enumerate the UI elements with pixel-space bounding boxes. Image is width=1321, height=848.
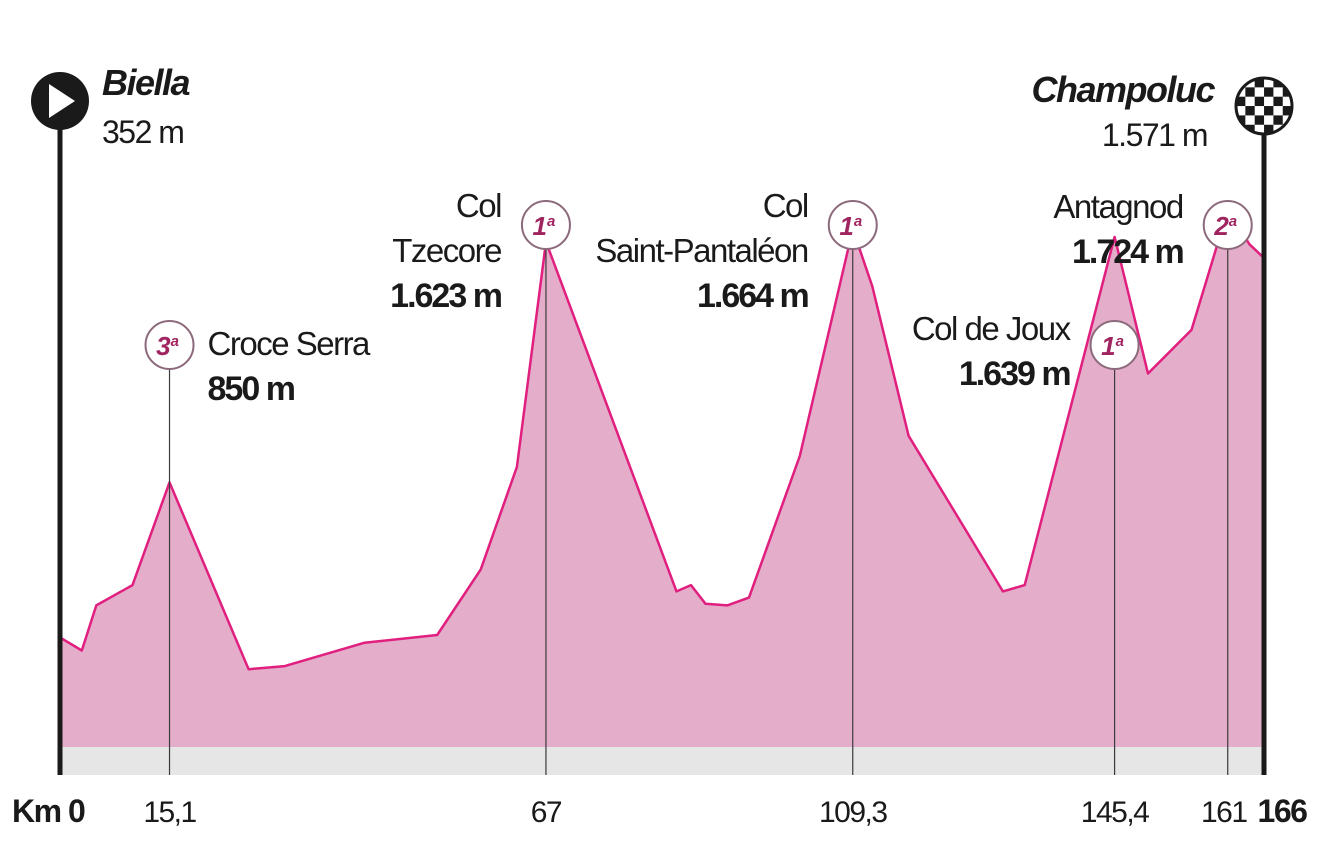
climb-name: Col (763, 187, 808, 224)
climb-name: Col (456, 187, 501, 224)
x-axis-labels: Km 0 15,1 67 109,3 145,4 161 166 (12, 793, 1309, 829)
climb-0: 3a Croce Serra 850 m (144, 320, 373, 775)
ground-band (60, 747, 1264, 775)
category-badge: 1a (1089, 320, 1140, 370)
climb-name: Saint-Pantaléon (595, 232, 807, 269)
finish-name: Champoluc (1031, 69, 1215, 110)
climb-2: 1a Col Saint-Pantaléon 1.664 m (595, 187, 878, 775)
start-name: Biella (102, 62, 190, 103)
climb-elevation: 1.623 m (390, 277, 502, 315)
start-play-icon (31, 72, 89, 130)
category-badge: 1a (520, 200, 571, 250)
category-badge: 3a (144, 320, 195, 370)
elevation-profile-area (60, 210, 1264, 747)
climb-1: 1a Col Tzecore 1.623 m (390, 187, 571, 775)
climb-elevation: 1.664 m (697, 277, 809, 315)
climb-3: 1a Col de Joux 1.639 m (912, 310, 1140, 775)
climb-markers: 3a Croce Serra 850 m 1a Col Tzecore 1.623 m 1a C… (144, 187, 1253, 775)
x-tick-label: 109,3 (819, 796, 887, 829)
checkered-flag-icon (1234, 76, 1294, 136)
climb-elevation: 1.724 m (1072, 233, 1184, 271)
x-tick-label: 15,1 (143, 796, 196, 829)
finish-elevation: 1.571 m (1102, 117, 1207, 153)
x-tick-label: 166 (1258, 793, 1308, 829)
category-badge: 2a (1202, 200, 1253, 250)
x-tick-label: 145,4 (1081, 796, 1149, 829)
climb-name: Antagnod (1053, 188, 1182, 225)
x-tick-label: 67 (531, 796, 562, 829)
climb-elevation: 1.639 m (959, 355, 1071, 393)
climb-name: Col de Joux (912, 310, 1072, 347)
climb-4: 2a Antagnod 1.724 m (1053, 188, 1253, 775)
category-badge: 1a (827, 200, 878, 250)
elevation-profile-line (59, 209, 1265, 671)
climb-name: Tzecore (392, 232, 501, 269)
climb-name: Croce Serra (208, 325, 372, 362)
climb-elevation: 850 m (208, 370, 295, 408)
x-tick-label: 161 (1201, 796, 1247, 829)
x-tick-label: Km 0 (12, 793, 85, 829)
start-elevation: 352 m (102, 114, 183, 150)
